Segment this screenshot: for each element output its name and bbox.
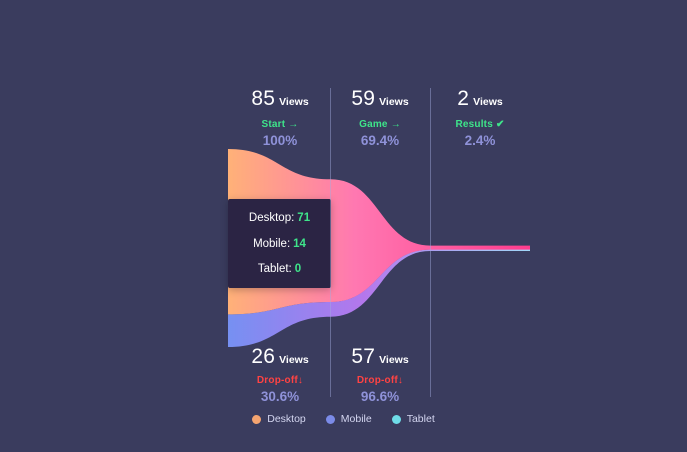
views-number: 57 xyxy=(351,345,376,368)
views-suffix: Views xyxy=(379,96,409,108)
legend-label: Tablet xyxy=(406,413,435,425)
views-number: 2 xyxy=(457,87,470,110)
stage-views: 2 Views xyxy=(420,88,540,113)
views-number: 26 xyxy=(251,345,276,368)
arrow-down-icon: ↓ xyxy=(397,375,404,386)
legend-label: Desktop xyxy=(267,413,306,425)
tooltip-value: 14 xyxy=(293,237,306,250)
views-number: 85 xyxy=(251,87,276,110)
tooltip-value: 0 xyxy=(294,262,302,275)
tooltip-label: Mobile: xyxy=(253,237,291,250)
views-suffix: Views xyxy=(279,96,309,108)
legend-item-tablet[interactable]: Tablet xyxy=(391,413,435,425)
stage-label-text: Game xyxy=(359,119,388,130)
tooltip-value: 71 xyxy=(297,212,311,225)
legend-label: Mobile xyxy=(340,413,372,425)
dropoff-percent: 30.6% xyxy=(260,389,300,404)
stage-label-text: Results xyxy=(455,119,493,130)
dropoff-percent: 96.6% xyxy=(360,389,400,404)
dropoff-views: 26 Views xyxy=(220,346,340,371)
stage-views: 59 Views xyxy=(320,88,440,113)
stage-stat-game: 59 Views Game → 69.4% xyxy=(320,88,440,149)
dropoff-label: Drop-off↓ xyxy=(220,375,340,386)
dropoff-label-text: Drop-off xyxy=(256,375,298,386)
legend-item-desktop[interactable]: Desktop xyxy=(252,413,306,425)
checkmark-icon: ✔ xyxy=(495,119,505,130)
tooltip-row-mobile: Mobile: 14 xyxy=(253,238,306,250)
views-suffix: Views xyxy=(279,354,309,366)
stage-divider-1 xyxy=(330,88,331,397)
views-number: 59 xyxy=(351,87,376,110)
dropoff-stat-1: 26 Views Drop-off↓ 30.6% xyxy=(220,346,340,405)
legend-dot-tablet xyxy=(391,414,401,424)
stage-percent: 100% xyxy=(262,133,298,148)
stage-label-text: Start xyxy=(261,119,286,130)
stage-percent: 2.4% xyxy=(464,133,496,148)
legend-dot-desktop xyxy=(252,414,262,424)
tooltip-label: Tablet: xyxy=(257,262,292,275)
stage-percent: 69.4% xyxy=(360,133,400,148)
dropoff-stat-2: 57 Views Drop-off↓ 96.6% xyxy=(320,346,440,405)
arrow-right-icon: → xyxy=(288,119,299,130)
dropoff-views: 57 Views xyxy=(320,346,440,371)
tooltip-row-desktop: Desktop: 71 xyxy=(249,212,310,224)
legend: Desktop Mobile Tablet xyxy=(0,413,687,425)
dropoff-label-text: Drop-off xyxy=(356,375,398,386)
stage-label: Results ✔ xyxy=(420,119,540,130)
stage-stat-results: 2 Views Results ✔ 2.4% xyxy=(420,88,540,149)
stage-label: Game → xyxy=(320,119,440,130)
legend-dot-mobile xyxy=(325,414,335,424)
tooltip: Desktop: 71 Mobile: 14 Tablet: 0 xyxy=(228,199,331,288)
views-suffix: Views xyxy=(379,354,409,366)
stage-views: 85 Views xyxy=(220,88,340,113)
arrow-right-icon: → xyxy=(390,119,401,130)
legend-item-mobile[interactable]: Mobile xyxy=(325,413,372,425)
tooltip-row-tablet: Tablet: 0 xyxy=(258,263,301,275)
dropoff-label: Drop-off↓ xyxy=(320,375,440,386)
stage-label: Start → xyxy=(220,119,340,130)
funnel-layer-mobile[interactable] xyxy=(228,249,530,348)
views-suffix: Views xyxy=(473,96,503,108)
tooltip-label: Desktop: xyxy=(248,212,295,225)
arrow-down-icon: ↓ xyxy=(297,375,304,386)
stage-stat-start: 85 Views Start → 100% xyxy=(220,88,340,149)
stage-divider-2 xyxy=(430,88,431,397)
